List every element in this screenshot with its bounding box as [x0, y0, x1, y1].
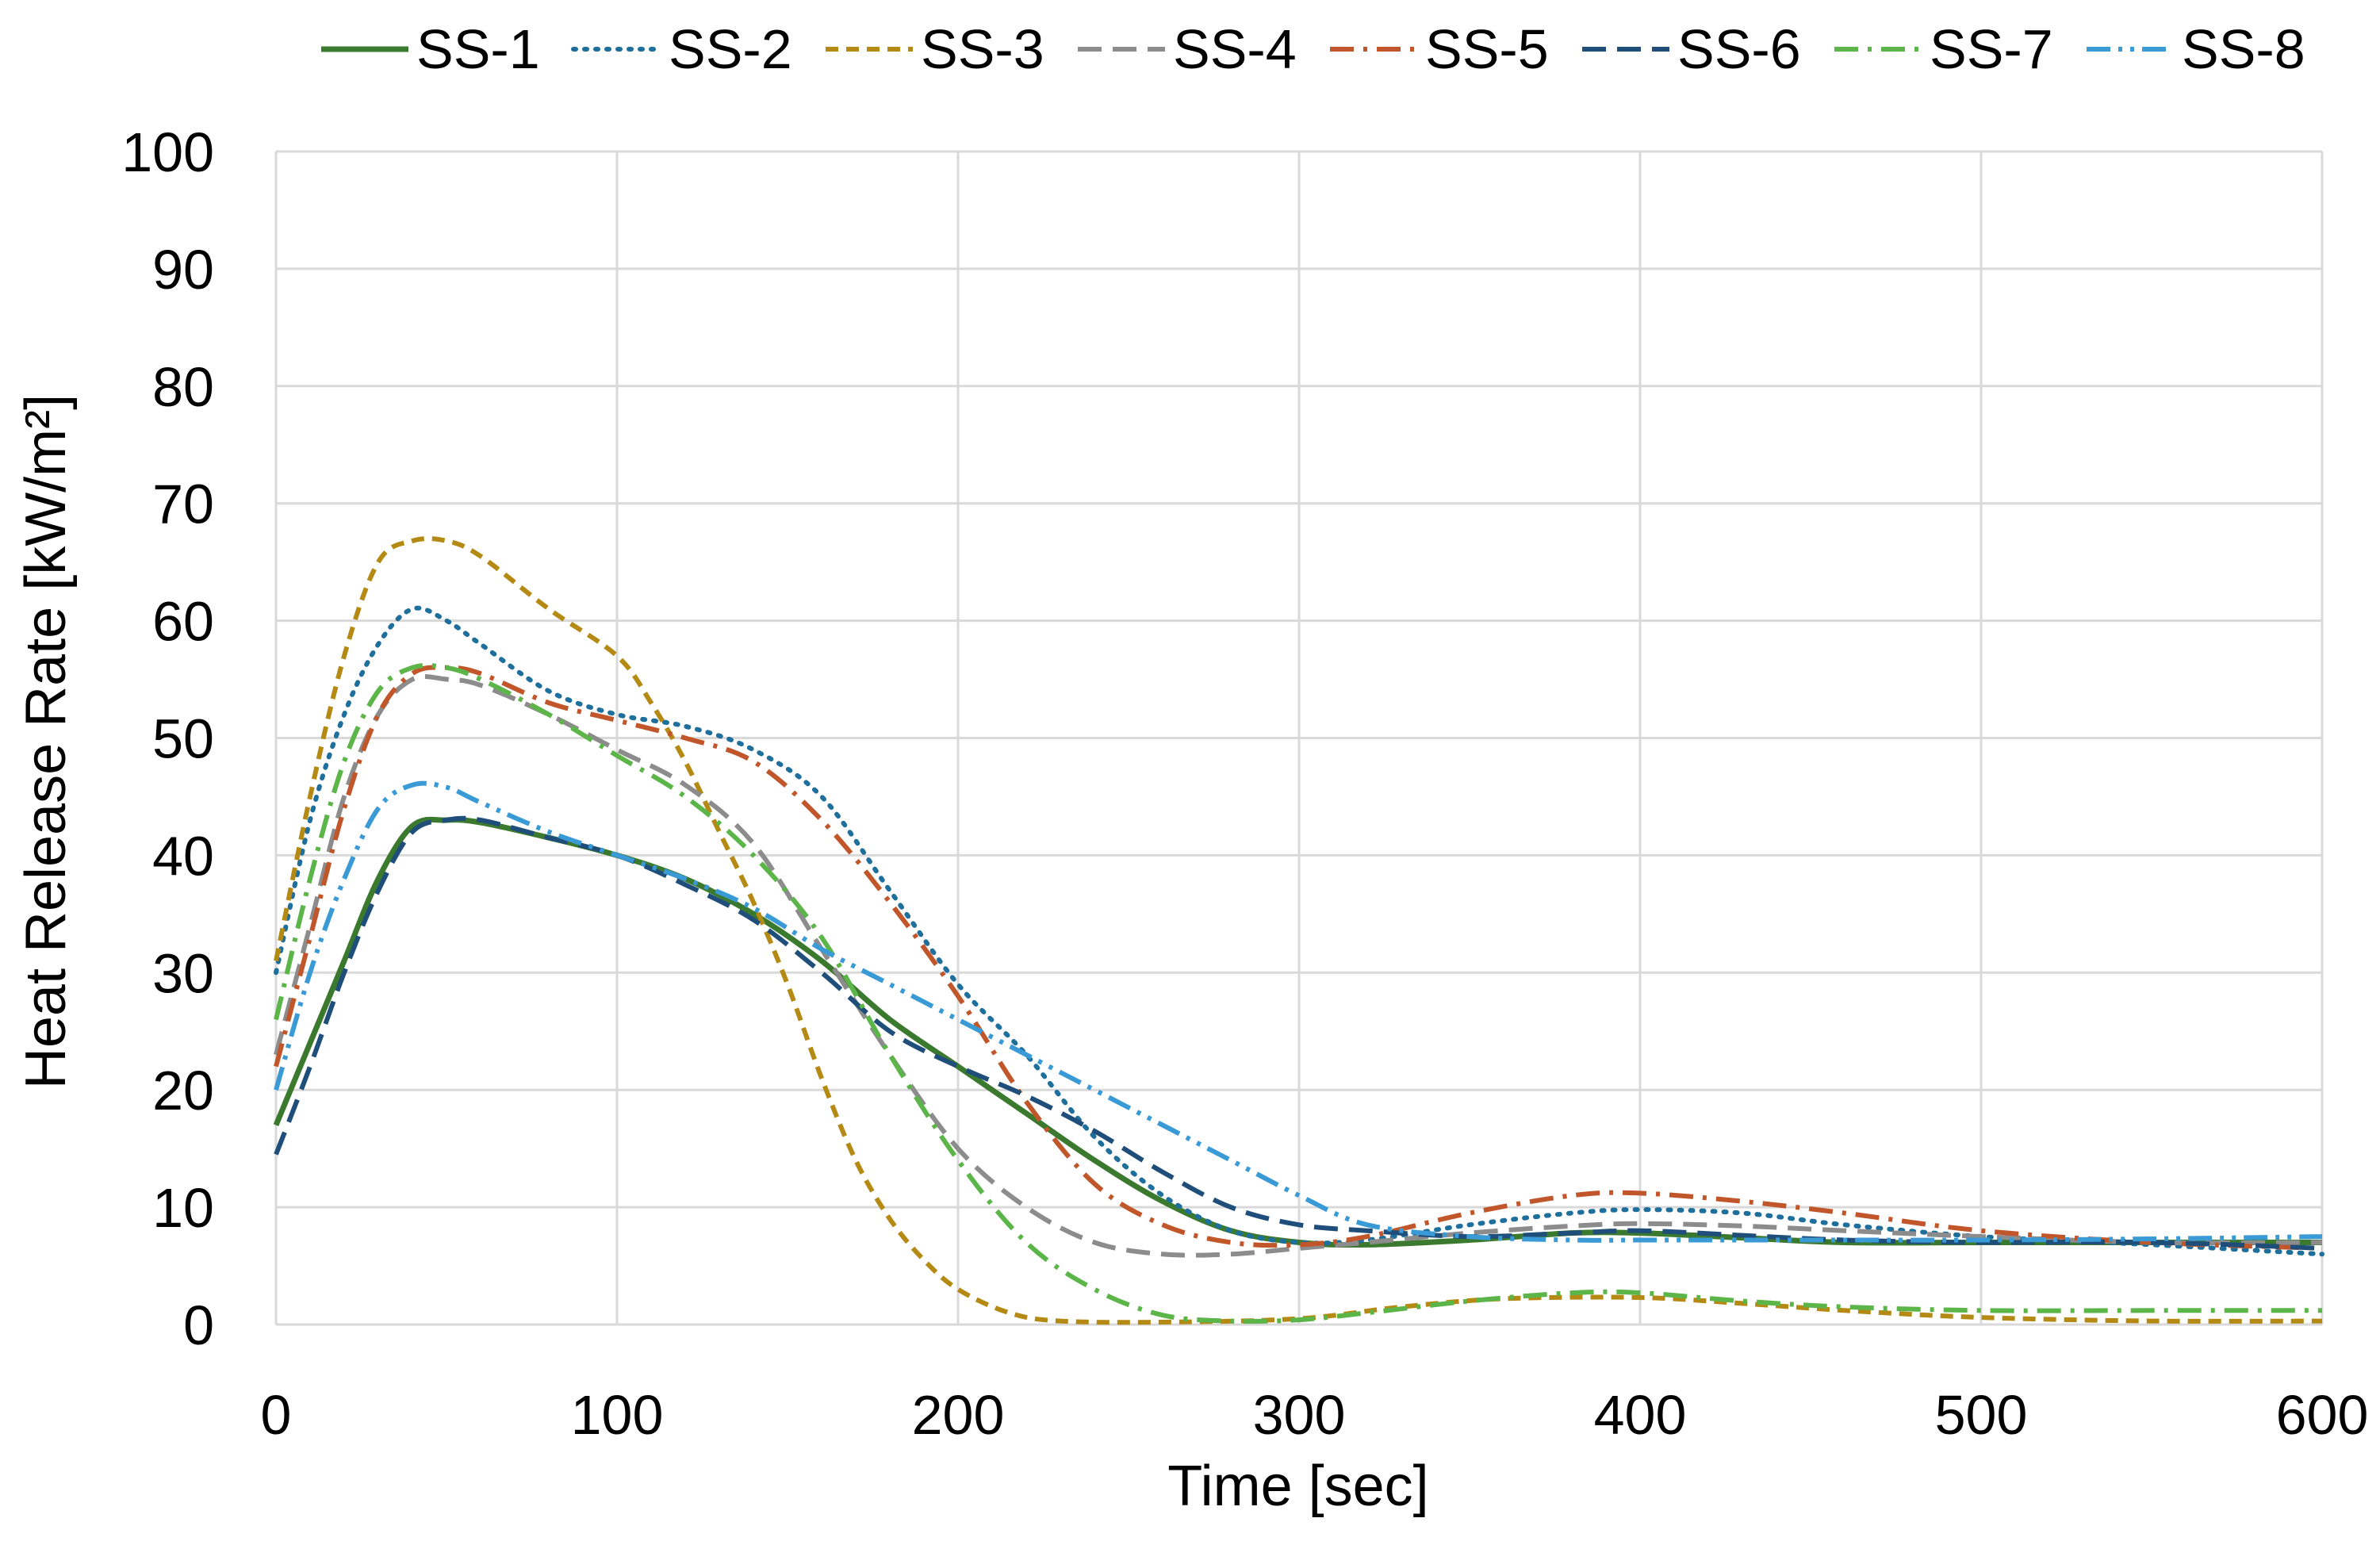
x-tick-label: 500	[1935, 1384, 2028, 1446]
x-tick-label: 300	[1253, 1384, 1346, 1446]
y-axis-title: Heat Release Rate [kW/m²]	[14, 394, 78, 1089]
gridlines	[274, 150, 2324, 1326]
legend-label-ss-1: SS-1	[416, 18, 540, 80]
y-tick-label: 70	[152, 473, 214, 535]
x-tick-label: 600	[2276, 1384, 2369, 1446]
y-tick-label: 20	[152, 1060, 214, 1121]
series-line-ss-5	[274, 665, 2323, 1251]
x-axis-ticks: 0 100 200 300 400 500 600	[261, 1384, 2369, 1446]
legend-label-ss-2: SS-2	[669, 18, 792, 80]
series-lines	[273, 536, 2324, 1325]
x-tick-label: 0	[261, 1384, 292, 1446]
y-tick-label: 10	[152, 1177, 214, 1239]
y-tick-label: 40	[152, 825, 214, 887]
series-line-ss-8	[274, 780, 2323, 1243]
y-tick-label: 90	[152, 239, 214, 301]
legend: SS-1 SS-2 SS-3 SS-4 SS-5 SS-6 SS-7 SS-8	[321, 18, 2305, 80]
legend-label-ss-6: SS-6	[1677, 18, 1801, 80]
x-axis-title: Time [sec]	[1167, 1455, 1428, 1518]
y-tick-label: 80	[152, 356, 214, 418]
x-tick-label: 200	[912, 1384, 1005, 1446]
series-line-ss-2	[274, 605, 2324, 1257]
y-tick-label: 100	[121, 121, 214, 183]
legend-label-ss-7: SS-7	[1930, 18, 2053, 80]
series-line-ss-3	[274, 536, 2323, 1325]
y-axis-ticks: 0 10 20 30 40 50 60 70 80 90 100	[121, 121, 214, 1356]
y-tick-label: 30	[152, 942, 214, 1004]
x-tick-label: 400	[1594, 1384, 1687, 1446]
legend-label-ss-3: SS-3	[921, 18, 1044, 80]
legend-label-ss-5: SS-5	[1425, 18, 1549, 80]
legend-label-ss-4: SS-4	[1173, 18, 1297, 80]
y-tick-label: 0	[183, 1294, 214, 1356]
legend-label-ss-8: SS-8	[2182, 18, 2305, 80]
series-line-ss-7	[274, 662, 2322, 1324]
y-tick-label: 50	[152, 708, 214, 770]
series-line-ss-4	[274, 673, 2323, 1258]
series-line-ss-6	[274, 815, 2323, 1251]
x-tick-label: 100	[571, 1384, 664, 1446]
y-tick-label: 60	[152, 591, 214, 653]
